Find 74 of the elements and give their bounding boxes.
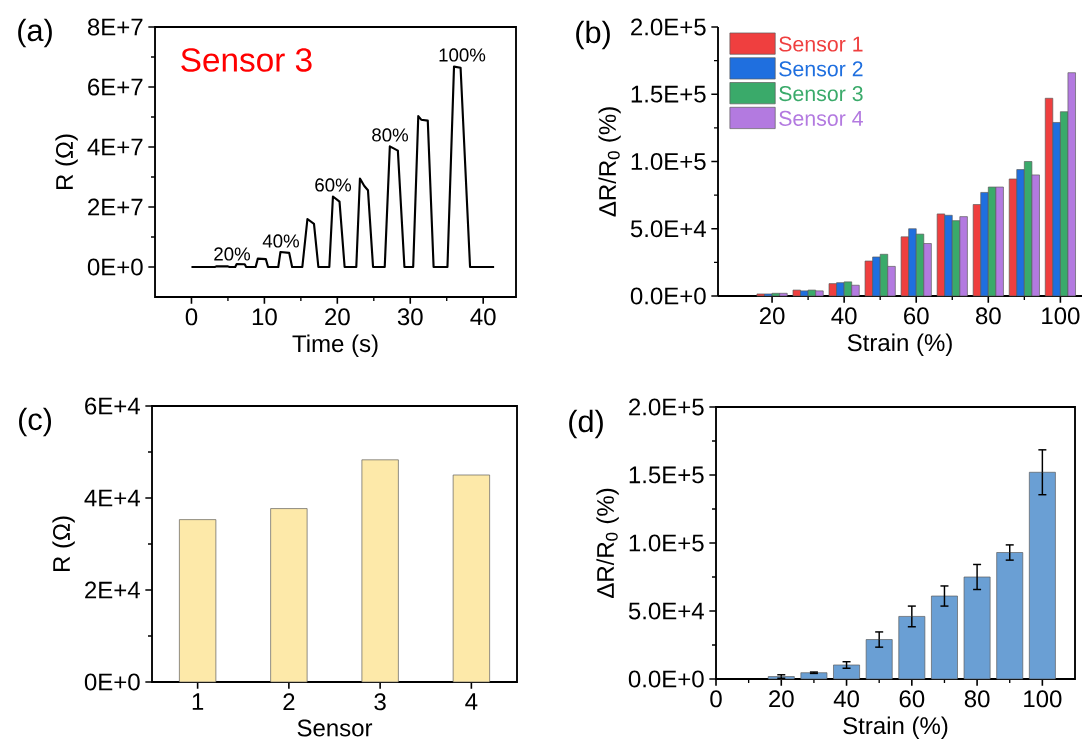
x-axis-title: Sensor: [297, 719, 373, 737]
chart-title: (a): [18, 18, 52, 48]
chart-title: (c): [19, 407, 52, 437]
y-tick-label: 1.5E+5: [629, 466, 704, 484]
x-tick-label: 4: [465, 693, 478, 710]
annotation: 20%: [214, 247, 251, 261]
bar: [270, 508, 308, 683]
y-tick-label: 5.0E+4: [628, 602, 704, 620]
x-tick-label: 20: [759, 307, 785, 325]
annotation: 80%: [372, 128, 409, 142]
y-tick-label: 6E+7: [88, 78, 143, 96]
y-tick-label: 1.0E+5: [631, 152, 706, 170]
y-tick-label: 1.0E+5: [629, 534, 704, 552]
y-axis-title: R (Ω): [52, 516, 75, 571]
y-tick-label: 0.0E+0: [628, 670, 704, 688]
y-tick-label: 2.0E+5: [631, 18, 706, 36]
x-tick-label: 20: [769, 690, 794, 708]
bar: [996, 552, 1024, 680]
bar: [865, 639, 893, 680]
y-tick-label: 8E+7: [87, 18, 143, 36]
x-tick-label: 100: [1042, 307, 1080, 325]
bar: [767, 676, 795, 680]
chart-title: (b): [576, 20, 610, 50]
y-tick-label: 4E+7: [87, 138, 143, 156]
x-tick-label: 0: [710, 690, 722, 708]
y-axis-title: ΔR/R$_{0}$ (%): [598, 107, 621, 217]
x-tick-label: 3: [374, 693, 386, 711]
y-tick-label: 0E+0: [87, 258, 143, 276]
y-tick-label: 2.0E+5: [629, 398, 704, 416]
y-tick-label: 6E+4: [85, 397, 140, 415]
x-axis-title: Time (s): [292, 334, 378, 357]
bar: [800, 672, 828, 680]
bar: [963, 576, 991, 680]
x-tick-label: 100: [1024, 690, 1062, 708]
y-tick-label: 2E+4: [85, 581, 140, 599]
x-tick-label: 40: [831, 307, 857, 325]
x-tick-label: 80: [964, 690, 990, 708]
bar: [1028, 471, 1056, 680]
bar: [898, 616, 926, 680]
x-tick-label: 10: [252, 308, 277, 326]
x-tick-label: 0: [185, 308, 198, 326]
annotation: 60%: [315, 178, 352, 192]
legend-label: Sensor 3: [779, 86, 863, 102]
x-tick-label: 2: [283, 693, 295, 711]
y-tick-label: 4E+4: [84, 489, 140, 507]
x-tick-label: 20: [325, 308, 350, 326]
x-tick-label: 40: [470, 308, 496, 326]
legend-label: Sensor 4: [779, 110, 863, 126]
chart-title: (d): [569, 409, 603, 439]
annotation: 40%: [262, 234, 300, 248]
annotation: Sensor 3: [181, 48, 312, 72]
x-tick-label: 80: [976, 307, 1001, 325]
x-tick-label: 60: [904, 307, 929, 325]
bar: [179, 519, 217, 683]
x-tick-label: 1: [192, 693, 204, 710]
x-tick-label: 30: [397, 308, 423, 326]
x-axis-title: Strain (%): [843, 716, 948, 739]
bar: [452, 474, 490, 683]
bar: [361, 459, 399, 683]
y-tick-label: 5.0E+4: [630, 220, 706, 238]
x-axis-title: Strain (%): [847, 333, 952, 356]
y-tick-label: 2E+7: [88, 198, 143, 216]
bar: [931, 595, 958, 680]
y-tick-label: 0E+0: [84, 673, 140, 691]
annotation: 100%: [439, 48, 486, 62]
y-axis-title: R (Ω): [55, 134, 78, 189]
bar: [833, 664, 860, 680]
x-tick-label: 40: [833, 690, 859, 708]
legend-label: Sensor 1: [779, 36, 863, 52]
y-tick-label: 0.0E+0: [630, 287, 706, 305]
y-tick-label: 1.5E+5: [631, 85, 706, 103]
y-axis-title: ΔR/R$_{0}$ (%): [596, 488, 619, 598]
legend-label: Sensor 2: [779, 61, 863, 77]
x-tick-label: 60: [899, 690, 925, 708]
